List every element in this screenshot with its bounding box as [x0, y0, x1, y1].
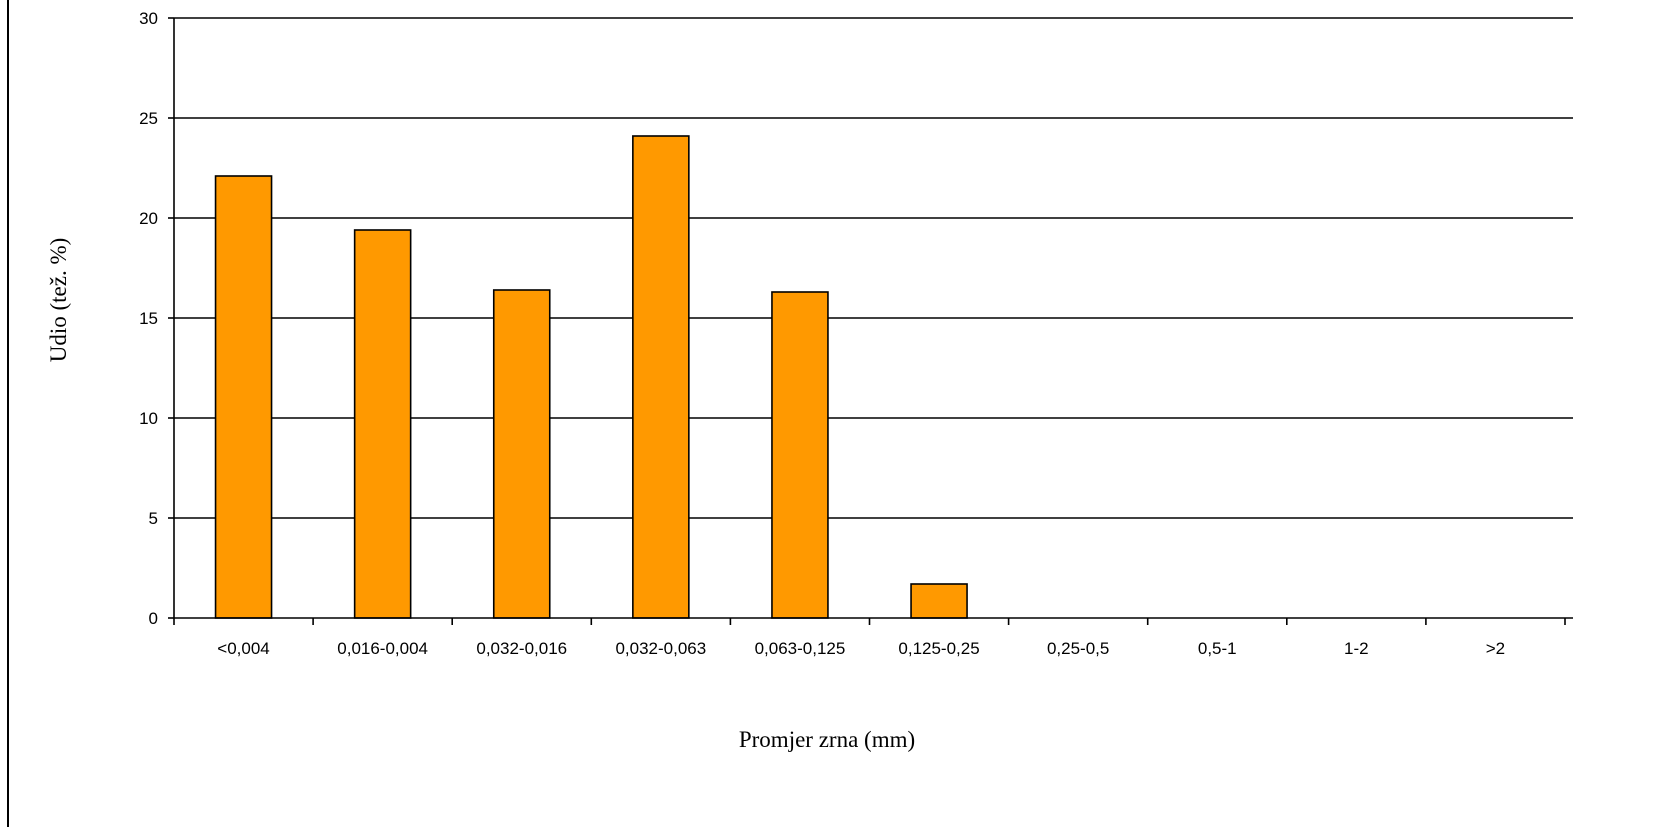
bar — [353, 229, 412, 619]
x-tick-label: 1-2 — [1344, 639, 1369, 658]
bar — [771, 291, 829, 619]
x-tick-label: 0,25-0,5 — [1047, 639, 1109, 658]
x-tick-labels: <0,004 0,016-0,004 0,032-0,016 0,032-0,063 0… — [217, 639, 1505, 658]
x-tick-label: 0,032-0,016 — [476, 639, 567, 658]
x-tick-label: <0,004 — [217, 639, 269, 658]
bar — [492, 289, 551, 619]
y-tick-label: 20 — [139, 209, 158, 228]
bars — [214, 135, 968, 619]
axes — [168, 17, 1573, 625]
x-tick-label: >2 — [1486, 639, 1505, 658]
bar — [910, 583, 968, 619]
x-tick-label: 0,5-1 — [1198, 639, 1237, 658]
y-tick-label: 30 — [139, 9, 158, 28]
x-tick-label: 0,125-0,25 — [898, 639, 979, 658]
y-tick-label: 10 — [139, 409, 158, 428]
y-axis-title: Udio (tež. %) — [46, 238, 71, 363]
x-axis-title: Promjer zrna (mm) — [739, 727, 915, 752]
y-tick-labels: 0 5 10 15 20 25 30 — [139, 9, 158, 628]
y-tick-label: 25 — [139, 109, 158, 128]
y-tick-label: 15 — [139, 309, 158, 328]
x-tick-label: 0,063-0,125 — [755, 639, 846, 658]
bar — [214, 175, 273, 619]
y-tick-label: 0 — [149, 609, 158, 628]
y-tick-label: 5 — [149, 509, 158, 528]
bar — [632, 135, 690, 619]
x-tick-label: 0,032-0,063 — [615, 639, 706, 658]
x-tick-label: 0,016-0,004 — [337, 639, 428, 658]
